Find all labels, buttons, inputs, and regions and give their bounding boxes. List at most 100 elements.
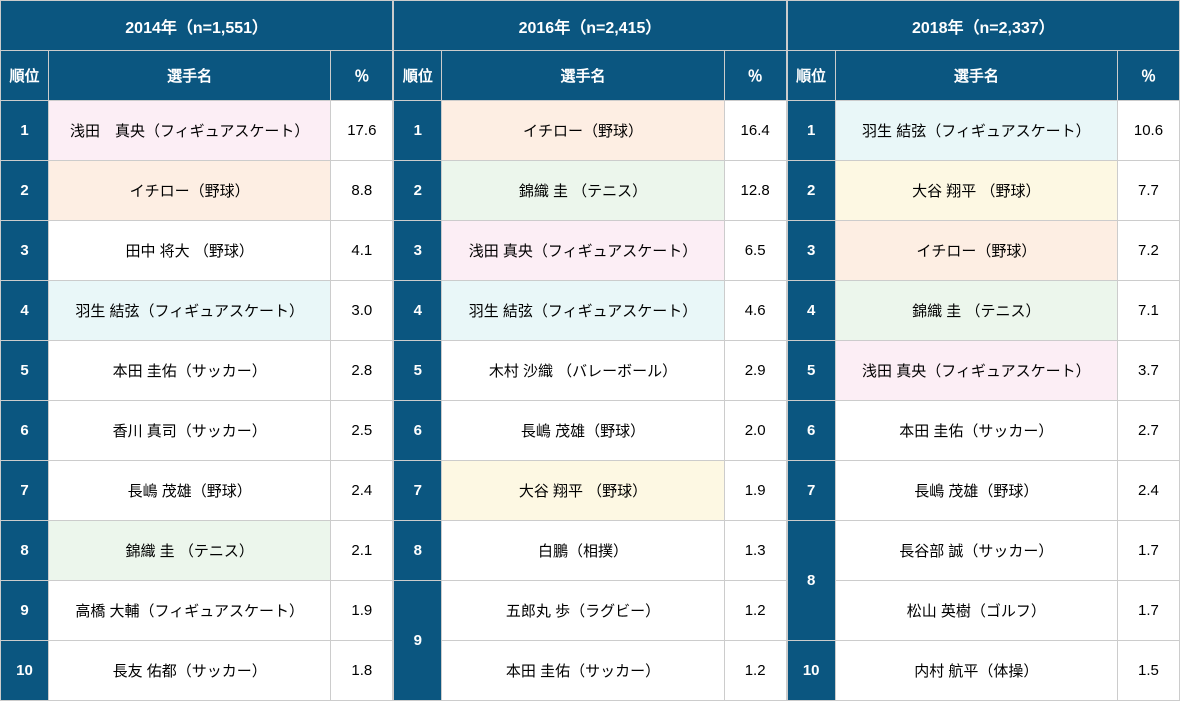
table-row: 4羽生 結弦（フィギュアスケート）3.0 [1, 281, 393, 341]
table-row: 8白鵬（相撲）1.3 [394, 521, 786, 581]
name-cell: 大谷 翔平 （野球） [835, 161, 1117, 221]
table-row: 1浅田 真央（フィギュアスケート）17.6 [1, 101, 393, 161]
pct-cell: 16.4 [724, 101, 786, 161]
pct-cell: 7.7 [1117, 161, 1179, 221]
pct-cell: 2.9 [724, 341, 786, 401]
name-cell: 木村 沙織 （バレーボール） [442, 341, 724, 401]
rank-cell: 2 [787, 161, 835, 221]
rank-cell: 10 [1, 641, 49, 701]
rank-cell: 10 [787, 641, 835, 701]
pct-cell: 1.7 [1117, 581, 1179, 641]
table-row: 1羽生 結弦（フィギュアスケート）10.6 [787, 101, 1179, 161]
table-row: 10内村 航平（体操）1.5 [787, 641, 1179, 701]
name-cell: 錦織 圭 （テニス） [835, 281, 1117, 341]
table-row: 3田中 将大 （野球）4.1 [1, 221, 393, 281]
rank-cell: 1 [1, 101, 49, 161]
col-header-name: 選手名 [442, 51, 724, 101]
table-row: 2イチロー（野球）8.8 [1, 161, 393, 221]
table-row: 5浅田 真央（フィギュアスケート）3.7 [787, 341, 1179, 401]
rank-cell: 5 [787, 341, 835, 401]
col-header-rank: 順位 [1, 51, 49, 101]
pct-cell: 10.6 [1117, 101, 1179, 161]
pct-cell: 6.5 [724, 221, 786, 281]
ranking-tables: 2014年（n=1,551）順位選手名％1浅田 真央（フィギュアスケート）17.… [0, 0, 1180, 701]
rank-cell: 6 [394, 401, 442, 461]
table-row: 1イチロー（野球）16.4 [394, 101, 786, 161]
rank-cell: 6 [787, 401, 835, 461]
table-row: 5木村 沙織 （バレーボール）2.9 [394, 341, 786, 401]
year-table-1: 2016年（n=2,415）順位選手名％1イチロー（野球）16.42錦織 圭 （… [393, 0, 786, 701]
table-row: 8錦織 圭 （テニス）2.1 [1, 521, 393, 581]
table-row: 5本田 圭佑（サッカー）2.8 [1, 341, 393, 401]
name-cell: 香川 真司（サッカー） [49, 401, 331, 461]
rank-cell: 3 [787, 221, 835, 281]
rank-cell: 3 [394, 221, 442, 281]
table-row: 6長嶋 茂雄（野球）2.0 [394, 401, 786, 461]
pct-cell: 1.9 [724, 461, 786, 521]
name-cell: 長嶋 茂雄（野球） [835, 461, 1117, 521]
table-row: 9高橋 大輔（フィギュアスケート）1.9 [1, 581, 393, 641]
table-row: 10長友 佑都（サッカー）1.8 [1, 641, 393, 701]
pct-cell: 2.4 [331, 461, 393, 521]
table-row: 本田 圭佑（サッカー）1.2 [394, 641, 786, 701]
pct-cell: 4.6 [724, 281, 786, 341]
name-cell: 長谷部 誠（サッカー） [835, 521, 1117, 581]
rank-cell: 4 [787, 281, 835, 341]
rank-cell: 4 [394, 281, 442, 341]
col-header-name: 選手名 [835, 51, 1117, 101]
name-cell: 大谷 翔平 （野球） [442, 461, 724, 521]
col-header-pct: ％ [1117, 51, 1179, 101]
table-row: 7長嶋 茂雄（野球）2.4 [787, 461, 1179, 521]
rank-cell: 9 [1, 581, 49, 641]
year-table-2: 2018年（n=2,337）順位選手名％1羽生 結弦（フィギュアスケート）10.… [787, 0, 1180, 701]
col-header-rank: 順位 [787, 51, 835, 101]
pct-cell: 1.2 [724, 581, 786, 641]
pct-cell: 1.5 [1117, 641, 1179, 701]
rank-cell: 3 [1, 221, 49, 281]
table-row: 2錦織 圭 （テニス）12.8 [394, 161, 786, 221]
name-cell: 羽生 結弦（フィギュアスケート） [442, 281, 724, 341]
name-cell: イチロー（野球） [49, 161, 331, 221]
table-row: 4錦織 圭 （テニス）7.1 [787, 281, 1179, 341]
pct-cell: 8.8 [331, 161, 393, 221]
name-cell: 高橋 大輔（フィギュアスケート） [49, 581, 331, 641]
name-cell: 白鵬（相撲） [442, 521, 724, 581]
pct-cell: 4.1 [331, 221, 393, 281]
rank-cell: 7 [1, 461, 49, 521]
pct-cell: 2.8 [331, 341, 393, 401]
rank-cell: 5 [1, 341, 49, 401]
name-cell: 長嶋 茂雄（野球） [442, 401, 724, 461]
table-row: 7長嶋 茂雄（野球）2.4 [1, 461, 393, 521]
table-row: 9五郎丸 歩（ラグビー）1.2 [394, 581, 786, 641]
name-cell: 長友 佑都（サッカー） [49, 641, 331, 701]
table-row: 3浅田 真央（フィギュアスケート）6.5 [394, 221, 786, 281]
pct-cell: 2.5 [331, 401, 393, 461]
rank-cell: 1 [787, 101, 835, 161]
rank-cell: 4 [1, 281, 49, 341]
name-cell: 浅田 真央（フィギュアスケート） [49, 101, 331, 161]
table-row: 3イチロー（野球）7.2 [787, 221, 1179, 281]
name-cell: 本田 圭佑（サッカー） [442, 641, 724, 701]
name-cell: 羽生 結弦（フィギュアスケート） [49, 281, 331, 341]
pct-cell: 3.7 [1117, 341, 1179, 401]
name-cell: 浅田 真央（フィギュアスケート） [442, 221, 724, 281]
pct-cell: 1.7 [1117, 521, 1179, 581]
name-cell: 錦織 圭 （テニス） [442, 161, 724, 221]
name-cell: 羽生 結弦（フィギュアスケート） [835, 101, 1117, 161]
table-row: 2大谷 翔平 （野球）7.7 [787, 161, 1179, 221]
pct-cell: 12.8 [724, 161, 786, 221]
pct-cell: 7.1 [1117, 281, 1179, 341]
pct-cell: 2.1 [331, 521, 393, 581]
rank-cell: 5 [394, 341, 442, 401]
name-cell: 長嶋 茂雄（野球） [49, 461, 331, 521]
name-cell: 田中 将大 （野球） [49, 221, 331, 281]
pct-cell: 2.4 [1117, 461, 1179, 521]
name-cell: イチロー（野球） [442, 101, 724, 161]
name-cell: 内村 航平（体操） [835, 641, 1117, 701]
rank-cell: 2 [394, 161, 442, 221]
col-header-name: 選手名 [49, 51, 331, 101]
rank-cell: 8 [394, 521, 442, 581]
table-row: 7大谷 翔平 （野球）1.9 [394, 461, 786, 521]
name-cell: イチロー（野球） [835, 221, 1117, 281]
rank-cell: 6 [1, 401, 49, 461]
